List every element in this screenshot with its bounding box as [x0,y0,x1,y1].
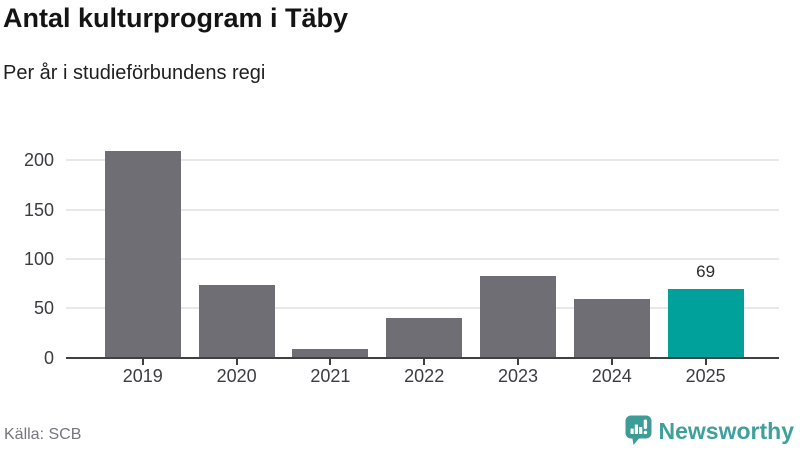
bar-2025 [667,289,744,358]
x-tick-label-2019: 2019 [122,366,163,386]
newsworthy-logo-text: Newsworthy [658,417,794,444]
x-axis-line [66,356,779,359]
x-tick-label-2023: 2023 [497,366,539,386]
y-tick-label-150: 150 [23,199,54,220]
gridline-y-150 [66,208,779,211]
x-tick-2023 [517,359,519,365]
gridline-y-50 [66,307,779,310]
bar-2019 [104,151,181,358]
chart-subtitle: Per år i studieförbundens regi [3,62,266,84]
x-tick-2019 [141,359,144,365]
x-tick-2021 [329,359,332,365]
bar-2020 [198,284,275,358]
x-tick-label-2020: 2020 [216,366,257,386]
gridline-y-100 [66,257,779,260]
chart-title: Antal kulturprogram i Täby [3,3,349,33]
newsworthy-logo: Newsworthy [625,415,794,446]
x-tick-2024 [610,359,613,365]
y-tick-label-0: 0 [43,347,54,368]
x-tick-2020 [235,359,238,365]
x-tick-2022 [423,359,426,365]
x-tick-label-2022: 2022 [404,366,445,386]
x-tick-2025 [704,359,707,365]
source-note: Källa: SCB [4,426,82,443]
x-tick-label-2024: 2024 [591,366,632,386]
x-tick-label-2021: 2021 [310,366,351,386]
bar-2021 [292,348,369,358]
gridline-y-200 [66,159,779,162]
newsworthy-logo-icon [625,415,652,445]
bar-2022 [386,318,463,358]
bar-2023 [480,275,556,358]
bar-2024 [573,299,650,358]
x-tick-label-2025: 2025 [685,366,726,386]
y-tick-label-50: 50 [33,298,54,319]
bar-value-label-2025: 69 [696,262,716,282]
y-tick-label-200: 200 [23,150,54,171]
y-tick-label-100: 100 [23,248,54,269]
